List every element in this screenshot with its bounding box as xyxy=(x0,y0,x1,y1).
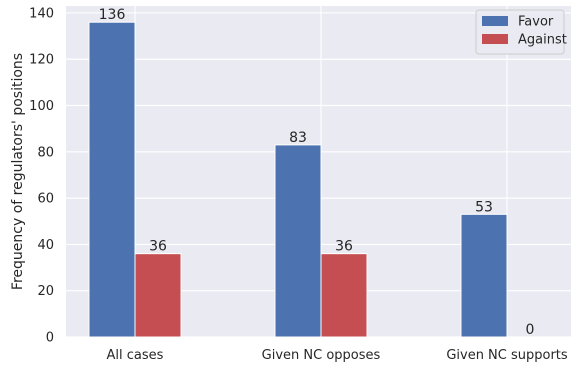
legend: Favor Against xyxy=(475,9,567,55)
x-tick-label-0: All cases xyxy=(107,348,164,363)
legend-swatch-against xyxy=(482,34,508,44)
data-label-against-2: 0 xyxy=(526,322,535,338)
data-label-against-0: 36 xyxy=(149,239,167,255)
legend-swatch-favor xyxy=(482,16,508,26)
data-label-favor-1: 83 xyxy=(289,130,307,146)
y-tick-label-20: 20 xyxy=(37,284,54,299)
bar-against-1 xyxy=(320,253,368,338)
y-axis: 0 20 40 60 80 100 120 140 xyxy=(29,6,54,345)
legend-label-against: Against xyxy=(518,33,567,48)
x-axis: All cases Given NC opposes Given NC suppor… xyxy=(107,348,568,363)
y-tick-label-80: 80 xyxy=(37,145,54,160)
data-label-against-1: 36 xyxy=(335,239,353,255)
data-labels: 136 36 83 36 53 0 xyxy=(99,7,535,338)
y-axis-label: Frequency of regulators' positions xyxy=(10,53,26,290)
y-tick-label-0: 0 xyxy=(46,331,54,346)
bar-against-0 xyxy=(134,253,182,338)
data-label-favor-2: 53 xyxy=(475,199,493,215)
y-tick-label-40: 40 xyxy=(37,238,54,253)
y-tick-label-60: 60 xyxy=(37,192,54,207)
bar-favor-1 xyxy=(274,144,322,338)
y-tick-label-120: 120 xyxy=(29,53,54,68)
bar-favor-2 xyxy=(460,213,508,338)
y-tick-label-140: 140 xyxy=(29,6,54,21)
legend-label-favor: Favor xyxy=(518,15,554,30)
bars xyxy=(88,21,508,338)
x-tick-label-2: Given NC supports xyxy=(446,348,568,363)
y-tick-label-100: 100 xyxy=(29,99,54,114)
data-label-favor-0: 136 xyxy=(99,7,126,23)
bar-favor-0 xyxy=(88,21,136,338)
x-tick-label-1: Given NC opposes xyxy=(262,348,381,363)
